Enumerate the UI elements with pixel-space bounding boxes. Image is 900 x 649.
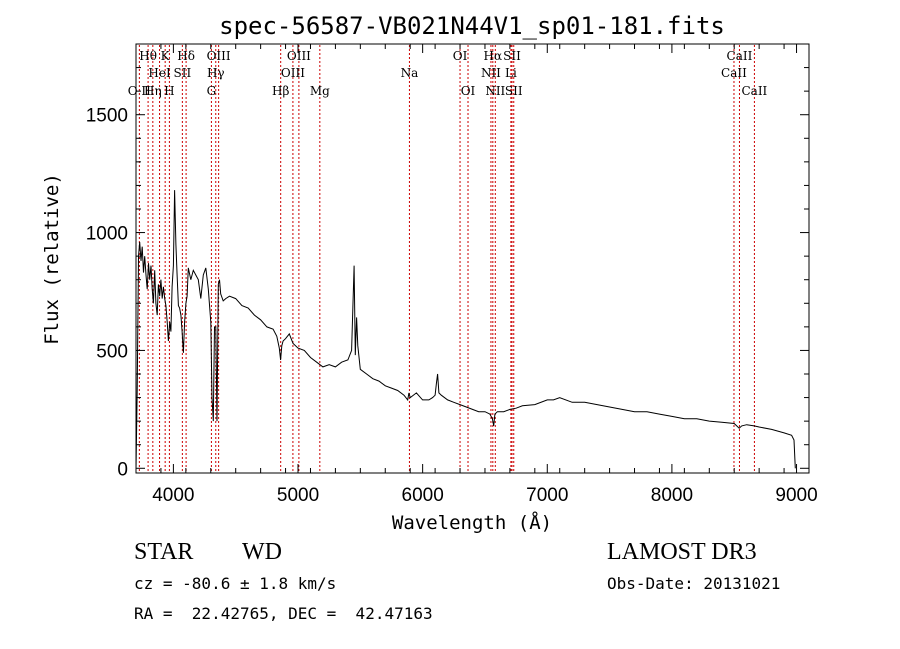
object-subclass: WD — [242, 539, 282, 565]
line-markers — [138, 45, 755, 472]
line-marker-label-6: SII — [174, 66, 192, 80]
line-marker-label-15: Na — [401, 66, 419, 80]
line-marker-label-21: Li — [505, 66, 517, 80]
axis-ticks: 4000 5000 6000 7000 8000 9000 0 500 1000 1500 — [86, 44, 818, 506]
line-marker-label-3: HeI — [148, 66, 171, 80]
x-tick-label-5: 9000 — [775, 485, 817, 506]
object-class: STAR — [134, 539, 194, 565]
x-tick-label-2: 6000 — [402, 485, 444, 506]
line-marker-label-7: Hδ — [177, 49, 195, 63]
y-tick-label-1: 500 — [96, 341, 128, 362]
line-marker-label-13: OIII — [287, 49, 311, 63]
line-marker-label-4: K — [161, 49, 171, 63]
line-marker-label-14: Mg — [310, 84, 330, 98]
spectrum-line — [135, 190, 796, 471]
redshift-text: cz = -80.6 ± 1.8 km/s — [134, 574, 337, 593]
line-marker-label-5: H — [164, 84, 174, 98]
line-marker-label-11: Hβ — [272, 84, 289, 98]
x-tick-label-4: 8000 — [651, 485, 693, 506]
line-marker-label-22: SII — [503, 49, 521, 63]
line-marker-label-20: NII — [485, 84, 505, 98]
chart-title: spec-56587-VB021N44V1_sp01-181.fits — [219, 12, 725, 40]
line-marker-labels: O IIHθHηHeIKHSIIHδGHγOIIIHβOIIIOIIIMgNaO… — [128, 49, 768, 98]
y-tick-label-2: 1000 — [86, 224, 128, 245]
line-marker-label-8: G — [207, 84, 217, 98]
y-axis-label: Flux (relative) — [41, 173, 63, 345]
coordinates-text: RA = 22.42765, DEC = 42.47163 — [134, 604, 433, 623]
line-marker-label-12: OIII — [281, 66, 305, 80]
x-tick-label-1: 5000 — [277, 485, 319, 506]
x-axis-label: Wavelength (Å) — [392, 511, 552, 534]
line-marker-label-18: NII — [481, 66, 501, 80]
line-marker-label-26: CaII — [741, 84, 767, 98]
obs-date-text: Obs-Date: 20131021 — [607, 574, 781, 593]
line-marker-label-2: Hη — [144, 84, 162, 98]
x-tick-label-0: 4000 — [152, 485, 194, 506]
line-marker-label-17: OI — [461, 84, 476, 98]
line-marker-label-24: CaII — [721, 66, 747, 80]
line-marker-label-23: SII — [505, 84, 523, 98]
line-marker-label-1: Hθ — [139, 49, 157, 63]
y-tick-label-0: 0 — [117, 459, 128, 480]
line-marker-label-9: Hγ — [207, 66, 225, 80]
x-tick-label-3: 7000 — [526, 485, 568, 506]
line-marker-label-25: CaII — [727, 49, 753, 63]
line-marker-label-10: OIII — [207, 49, 231, 63]
line-marker-label-16: OI — [453, 49, 468, 63]
y-tick-label-3: 1500 — [86, 106, 128, 127]
line-marker-label-19: Hα — [484, 49, 503, 63]
plot-frame — [135, 43, 810, 474]
survey-name: LAMOST DR3 — [607, 539, 757, 565]
